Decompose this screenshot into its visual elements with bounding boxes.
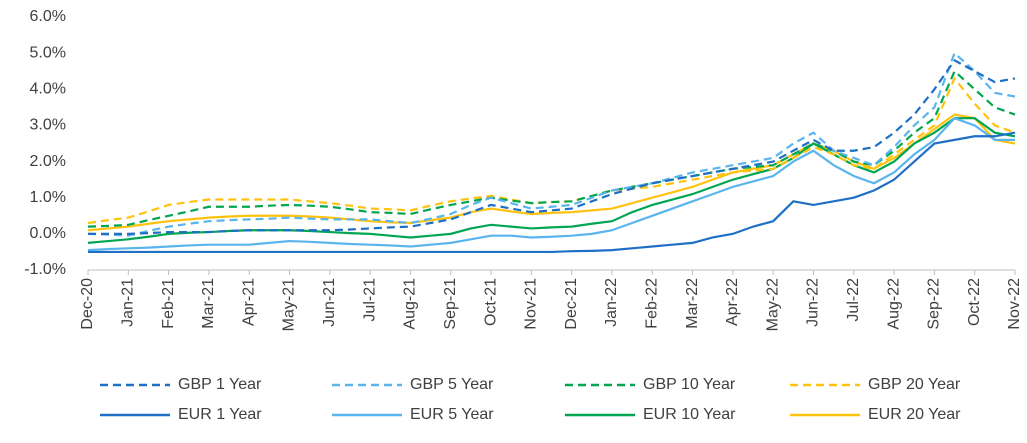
series-line <box>87 113 1016 232</box>
x-tick-label: Dec-21 <box>563 278 580 330</box>
x-tick-label: Jul-22 <box>845 278 862 322</box>
legend-label: EUR 20 Year <box>868 406 961 423</box>
legend-label: EUR 10 Year <box>643 406 736 423</box>
x-tick-label: Nov-22 <box>1006 278 1023 330</box>
series-line <box>87 116 1015 252</box>
legend-label: EUR 5 Year <box>410 406 494 423</box>
x-tick-label: Jul-21 <box>361 278 378 322</box>
x-tick-label: Dec-20 <box>79 278 96 330</box>
series-line <box>87 69 1016 228</box>
legend-label: EUR 1 Year <box>178 406 262 423</box>
legend-label: GBP 1 Year <box>178 376 262 393</box>
x-tick-label: Sep-21 <box>442 278 459 330</box>
series-line <box>87 51 1016 237</box>
x-tick-label: Oct-21 <box>482 278 499 326</box>
x-tick-label: Mar-21 <box>200 278 217 329</box>
series-line <box>88 131 1016 254</box>
x-tick-label: Jun-22 <box>805 278 822 327</box>
y-tick-label: 2.0% <box>30 153 66 170</box>
y-tick-label: 4.0% <box>30 81 66 98</box>
y-tick-label: -1.0% <box>24 261 66 278</box>
x-tick-label: Feb-22 <box>643 278 660 329</box>
legend-label: GBP 10 Year <box>643 376 736 393</box>
x-tick-label: Nov-21 <box>523 278 540 330</box>
x-tick-label: Sep-22 <box>926 278 943 330</box>
x-tick-label: May-21 <box>281 278 298 331</box>
x-tick-label: Oct-22 <box>966 278 983 326</box>
x-tick-label: Apr-22 <box>724 278 741 326</box>
legend-label: GBP 5 Year <box>410 376 494 393</box>
x-tick-label: Jun-21 <box>321 278 338 327</box>
x-tick-label: Mar-22 <box>684 278 701 329</box>
legend-label: GBP 20 Year <box>868 376 961 393</box>
y-tick-label: 5.0% <box>30 44 66 61</box>
x-tick-label: Aug-22 <box>885 278 902 330</box>
x-tick-label: Jan-21 <box>120 278 137 327</box>
y-tick-label: 3.0% <box>30 117 66 134</box>
x-tick-label: May-22 <box>764 278 781 331</box>
x-tick-label: Aug-21 <box>402 278 419 330</box>
x-tick-label: Feb-21 <box>160 278 177 329</box>
x-tick-label: Apr-21 <box>240 278 257 326</box>
series-line <box>87 117 1016 244</box>
y-tick-label: 1.0% <box>30 189 66 206</box>
y-tick-label: 6.0% <box>30 8 66 25</box>
y-tick-label: 0.0% <box>30 225 66 242</box>
x-tick-label: Jan-22 <box>603 278 620 327</box>
